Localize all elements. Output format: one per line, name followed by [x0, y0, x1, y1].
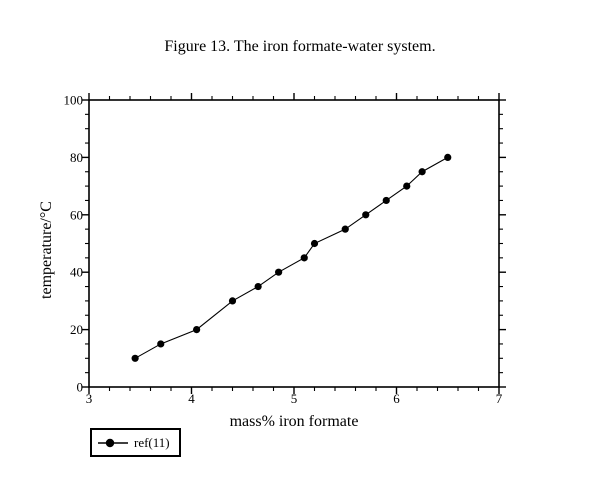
legend-series-marker-icon: [98, 438, 128, 447]
svg-text:40: 40: [70, 265, 83, 280]
svg-text:60: 60: [70, 207, 83, 222]
svg-text:0: 0: [77, 380, 84, 395]
svg-text:6: 6: [393, 391, 400, 406]
legend: ref(11): [90, 428, 181, 457]
legend-label: ref(11): [134, 434, 170, 450]
svg-text:5: 5: [291, 391, 298, 406]
svg-text:100: 100: [64, 93, 84, 108]
svg-text:20: 20: [70, 322, 83, 337]
svg-text:80: 80: [70, 150, 83, 165]
svg-text:3: 3: [86, 391, 93, 406]
figure-title: Figure 13. The iron formate-water system…: [164, 38, 436, 55]
svg-text:4: 4: [188, 391, 195, 406]
x-axis-label: mass% iron formate: [229, 413, 359, 430]
svg-text:7: 7: [496, 391, 503, 406]
y-axis-label: temperature/°C: [38, 201, 55, 299]
